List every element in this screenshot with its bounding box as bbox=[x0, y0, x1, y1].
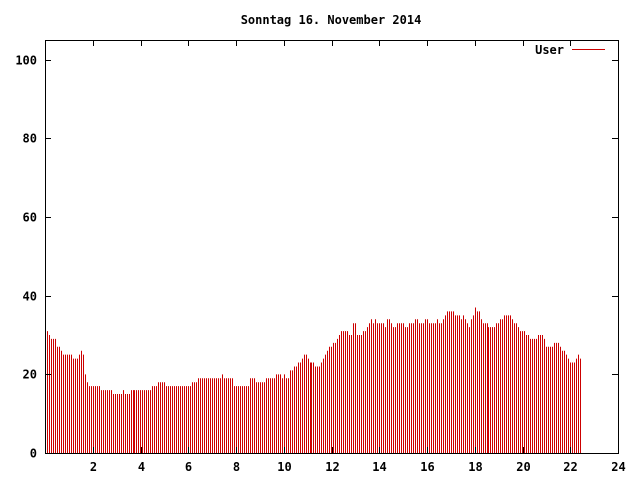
y-tick-label: 0 bbox=[30, 447, 37, 461]
x-tick-label: 16 bbox=[420, 460, 434, 474]
x-tick-label: 8 bbox=[233, 460, 240, 474]
x-tick-label: 20 bbox=[516, 460, 530, 474]
x-axis: 2 4 6 8 10 12 14 16 18 20 22 24 bbox=[90, 40, 626, 474]
y-tick-label: 40 bbox=[23, 290, 37, 304]
x-tick-label: 22 bbox=[563, 460, 577, 474]
y-tick-label: 20 bbox=[23, 368, 37, 382]
chart-title: Sonntag 16. November 2014 bbox=[241, 13, 422, 27]
x-tick-label: 10 bbox=[277, 460, 291, 474]
bar-series-user bbox=[45, 307, 581, 453]
x-tick-label: 18 bbox=[468, 460, 482, 474]
x-tick-label: 24 bbox=[611, 460, 625, 474]
x-tick-label: 14 bbox=[372, 460, 386, 474]
legend-label-user: User bbox=[535, 43, 564, 57]
y-axis: 0 20 40 60 80 100 bbox=[15, 54, 618, 461]
y-tick-label: 100 bbox=[15, 54, 37, 68]
legend: User bbox=[535, 43, 605, 57]
x-tick-label: 12 bbox=[325, 460, 339, 474]
x-tick-label: 2 bbox=[90, 460, 97, 474]
y-tick-label: 80 bbox=[23, 132, 37, 146]
x-tick-label: 6 bbox=[185, 460, 192, 474]
y-tick-label: 60 bbox=[23, 211, 37, 225]
x-tick-label: 4 bbox=[138, 460, 145, 474]
